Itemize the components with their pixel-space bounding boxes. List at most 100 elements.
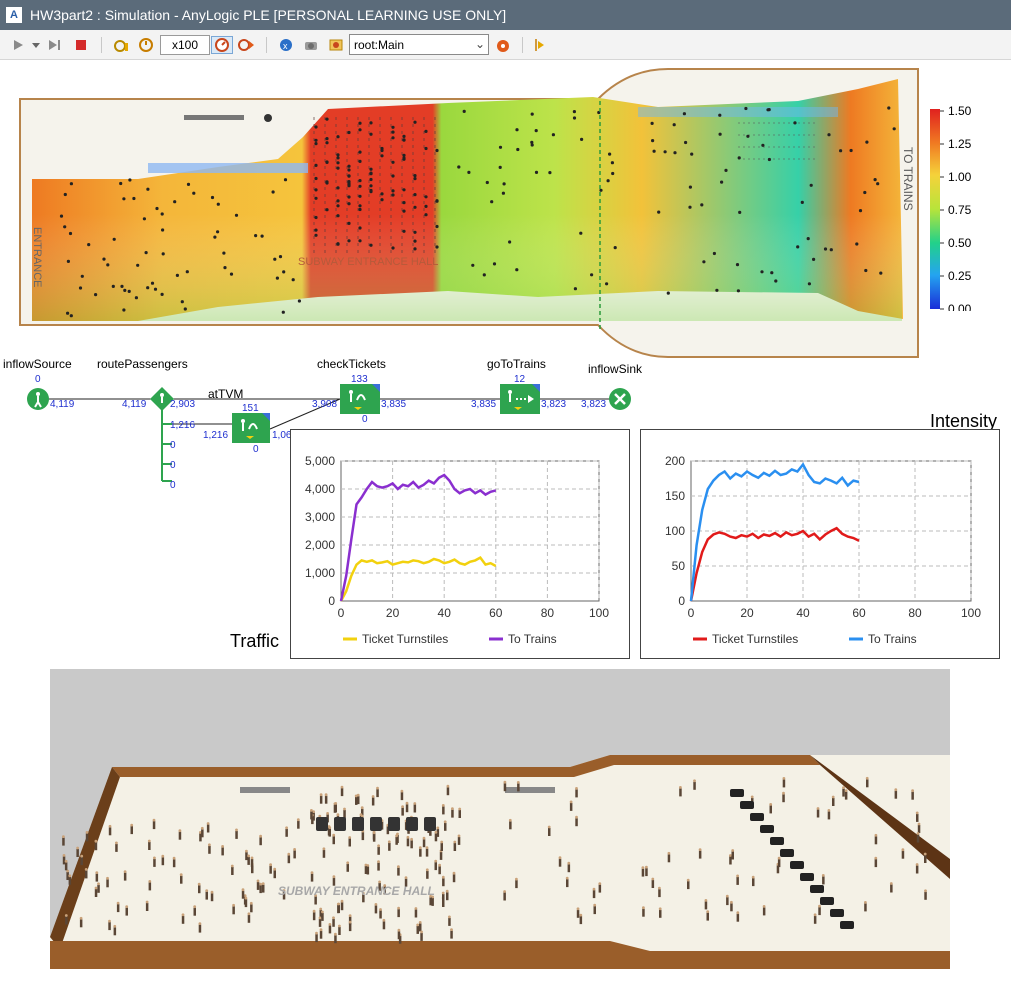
root-select-value: root:Main [354, 37, 405, 52]
turnstile [424, 817, 436, 831]
goToTrains-out: 3,823 [541, 399, 567, 410]
panel-arrow-icon [535, 39, 544, 51]
toolbar-separator [101, 37, 102, 53]
atTVM-in: 1,216 [203, 430, 229, 441]
legend-label: To Trains [868, 632, 917, 646]
traffic-chart-title: Traffic [230, 631, 280, 651]
y-tick-label: 0 [678, 594, 685, 608]
route-branch-count: 0 [170, 460, 176, 471]
camera-icon [305, 42, 317, 50]
step-button[interactable] [46, 36, 64, 54]
y-tick-label: 200 [665, 454, 685, 468]
train-gate [770, 837, 784, 845]
checkTickets-label: checkTickets [317, 357, 386, 371]
scale-tick-label: 0.75 [948, 203, 972, 217]
navigate-button[interactable] [327, 36, 347, 54]
checkTickets-block[interactable] [340, 384, 380, 414]
inflowSink-block[interactable] [609, 388, 631, 410]
anylogic-logo-icon: A [6, 7, 22, 23]
3d-fence [505, 787, 555, 793]
y-tick-label: 150 [665, 489, 685, 503]
trains-label: TO TRAINS [901, 147, 915, 211]
3d-view[interactable]: SUBWAY ENTRANCE HALL [50, 669, 950, 969]
3d-wall-front [50, 941, 950, 969]
density-map: ENTRANCE SUBWAY ENTRANCE HALL TO TRAINS [19, 68, 919, 358]
slower-button[interactable] [137, 36, 157, 54]
turnstile [334, 817, 346, 831]
turnstile [388, 817, 400, 831]
atTVM-block[interactable] [232, 413, 270, 443]
run-dropdown-button[interactable] [30, 36, 42, 54]
routePassengers-block[interactable] [150, 387, 174, 411]
inflowSink-in: 3,823 [581, 399, 607, 410]
step-icon [49, 40, 60, 50]
play-icon [14, 40, 23, 50]
plot-area [340, 460, 600, 602]
developer-panel-button[interactable] [532, 36, 548, 54]
camera-button[interactable] [302, 36, 322, 54]
train-gate [820, 897, 834, 905]
navigate-icon [329, 39, 343, 51]
train-gate [790, 861, 804, 869]
scale-tick-label: 0.25 [948, 269, 972, 283]
checkTickets-out: 3,835 [381, 399, 407, 410]
density-color-scale: 1.50 1.25 1.00 0.75 0.50 0.25 0.00 [930, 104, 972, 311]
route-branch-count: 1,216 [170, 420, 196, 431]
fast-forward-icon [238, 39, 254, 51]
x-tick-label: 80 [541, 606, 555, 620]
series-line [689, 526, 860, 602]
route-branch-count: 0 [170, 440, 176, 451]
x-tick-label: 60 [489, 606, 503, 620]
y-tick-label: 50 [672, 559, 686, 573]
scale-ticks: 1.50 1.25 1.00 0.75 0.50 0.25 0.00 [940, 104, 972, 311]
3d-tvm-row [240, 787, 290, 793]
scale-tick-label: 1.00 [948, 170, 972, 184]
goToTrains-block[interactable] [500, 384, 540, 414]
root-select[interactable]: root:Main ⌄ [349, 34, 489, 55]
density-blue-band [148, 163, 308, 173]
entrance-label: ENTRANCE [31, 227, 43, 288]
inflowSource-label: inflowSource [3, 357, 72, 371]
3d-wall-left [50, 767, 120, 949]
y-tick-label: 3,000 [305, 510, 335, 524]
3d-scene: SUBWAY ENTRANCE HALL [50, 755, 950, 969]
stopwatch-icon [114, 40, 128, 52]
scale-tick-label: 0.50 [948, 236, 972, 250]
y-tick-label: 1,000 [305, 566, 335, 580]
experiment-button[interactable]: x [277, 36, 297, 54]
goToTrains-in: 3,835 [471, 399, 497, 410]
3d-turnstiles [316, 789, 854, 929]
window-titlebar: A HW3part2 : Simulation - AnyLogic PLE [… [0, 0, 1011, 30]
series-line [339, 555, 497, 602]
legend-label: Ticket Turnstiles [362, 632, 448, 646]
turnstile [316, 817, 328, 831]
legend-label: To Trains [508, 632, 557, 646]
series-line [689, 462, 860, 602]
stop-button[interactable] [72, 36, 90, 54]
goToTrains-count: 12 [514, 374, 526, 385]
checkTickets-in: 3,908 [312, 399, 338, 410]
navigate-to-agent-button[interactable] [492, 36, 514, 54]
x-tick-label: 20 [386, 606, 400, 620]
slow-clock-icon [139, 38, 153, 52]
routePassengers-in: 4,119 [122, 399, 147, 410]
toolbar-separator [266, 37, 267, 53]
speed-field[interactable]: x100 [160, 35, 210, 55]
routePassengers-out: 2,903 [170, 399, 196, 410]
inflowSink-label: inflowSink [588, 362, 643, 376]
scale-tick-label: 0.00 [948, 302, 972, 311]
model-canvas[interactable]: ENTRANCE SUBWAY ENTRANCE HALL TO TRAINS … [0, 61, 1011, 982]
run-until-button[interactable] [112, 36, 132, 54]
train-gate [800, 873, 814, 881]
y-tick-label: 100 [665, 524, 685, 538]
train-gate [840, 921, 854, 929]
traffic-chart-plot: 0 1,000 2,000 3,000 4,000 5,000 0 20 40 60 80 100 Ti… [305, 454, 609, 646]
faster-button[interactable] [237, 36, 257, 54]
checkTickets-queue: 133 [351, 374, 368, 385]
x-tick-label: 100 [961, 606, 981, 620]
series-line [339, 473, 497, 602]
run-button[interactable] [10, 36, 26, 54]
atTVM-queue: 151 [242, 403, 259, 414]
real-time-toggle[interactable] [211, 36, 233, 54]
inflowSource-block[interactable] [27, 388, 49, 410]
